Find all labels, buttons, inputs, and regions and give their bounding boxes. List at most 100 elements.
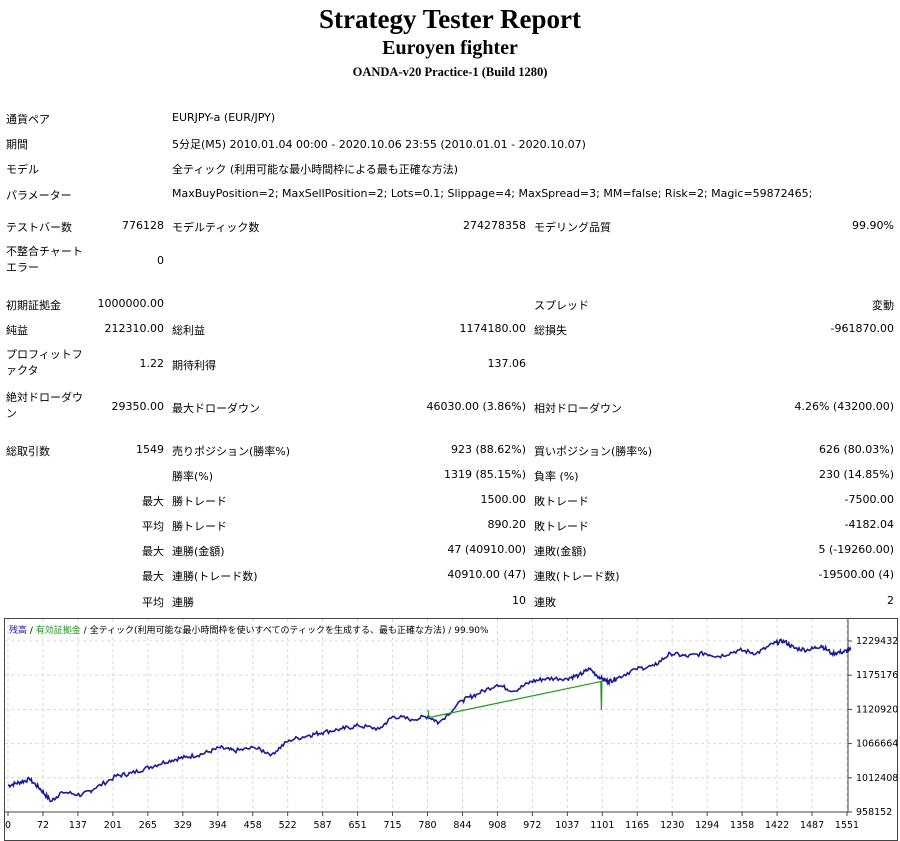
x-tick-labels: 0 72 137 201 265 329 394 458 522 587 651 715 780 844 9… xyxy=(5,820,859,831)
x-tick-label: 1230 xyxy=(660,820,684,831)
stat-value: 1500.00 xyxy=(480,493,527,506)
x-tick-label: 0 xyxy=(5,820,11,831)
stat-label: 連敗(金額) xyxy=(534,545,587,558)
legend-separator: / xyxy=(80,626,90,636)
equity-line xyxy=(427,679,603,719)
stat-label: 勝トレード xyxy=(172,520,227,533)
stat-value: 29350.00 xyxy=(111,400,165,413)
stat-value: 890.20 xyxy=(487,518,527,531)
x-tick-label: 458 xyxy=(244,820,262,831)
stat-label: 連勝 xyxy=(172,596,194,609)
x-tick-label: 715 xyxy=(383,820,401,831)
stat-label: 勝トレード xyxy=(172,495,227,508)
stat-value: 2 xyxy=(887,594,894,607)
chart-legend: 残高 / 有効証拠金 / 全ティック(利用可能な最小時間枠を使いすべてのティック… xyxy=(9,623,489,636)
stat-label: モデリング品質 xyxy=(534,221,611,234)
stat-value: 99.90% xyxy=(852,219,894,232)
stat-value: 0 xyxy=(157,254,164,267)
y-tick-label: 958152 xyxy=(856,807,892,818)
stat-value: -4182.04 xyxy=(844,518,894,531)
x-tick-label: 972 xyxy=(523,820,541,831)
stat-prefix: 最大 xyxy=(142,570,164,583)
stat-value: 137.06 xyxy=(487,357,527,370)
stat-value: 274278358 xyxy=(463,219,526,232)
x-tick-label: 844 xyxy=(453,820,471,831)
y-tick-label: 1175176 xyxy=(856,670,898,681)
stat-label: 相対ドローダウン xyxy=(534,402,622,415)
info-label: 期間 xyxy=(6,138,28,151)
x-tick-label: 587 xyxy=(314,820,332,831)
stat-label: 純益 xyxy=(6,324,28,337)
legend-equity: 有効証拠金 xyxy=(35,626,81,636)
stat-value: -7500.00 xyxy=(844,493,894,506)
stat-value: 230 (14.85%) xyxy=(818,468,894,481)
stat-label: 連勝(金額) xyxy=(172,545,225,558)
stat-label: 絶対ドローダウン xyxy=(6,391,83,420)
x-tick-label: 1165 xyxy=(625,820,649,831)
stat-label: 連敗(トレード数) xyxy=(534,570,620,583)
x-tick-label: 137 xyxy=(69,820,87,831)
info-value: 5分足(M5) 2010.01.04 00:00 - 2020.10.06 23… xyxy=(172,138,586,151)
stat-value: 47 (40910.00) xyxy=(447,543,526,556)
stat-label: 連勝(トレード数) xyxy=(172,570,258,583)
info-value: EURJPY-a (EUR/JPY) xyxy=(172,111,276,124)
x-tick-label: 1101 xyxy=(590,820,614,831)
y-tick-labels: 1229432 1175176 1120920 1066664 1012408 95815… xyxy=(856,636,898,818)
stat-label: スプレッド xyxy=(534,299,589,312)
chart-frame xyxy=(4,618,898,841)
stat-prefix: 平均 xyxy=(142,520,164,533)
stat-label: テストバー数 xyxy=(6,221,72,234)
info-label: モデル xyxy=(6,163,39,176)
stat-label: 負率 (%) xyxy=(534,470,579,483)
stat-label: 初期証拠金 xyxy=(6,299,61,312)
stat-value: 10 xyxy=(512,594,526,607)
stat-value: 626 (80.03%) xyxy=(818,443,894,456)
x-tick-label: 201 xyxy=(104,820,122,831)
stat-value: 40910.00 (47) xyxy=(447,568,526,581)
stat-value: 5 (-19260.00) xyxy=(818,543,894,556)
stat-value: 212310.00 xyxy=(104,322,165,335)
legend-separator: / xyxy=(27,626,36,636)
stat-label: 期待利得 xyxy=(172,359,216,372)
x-tick-label: 265 xyxy=(139,820,157,831)
x-tick-label: 394 xyxy=(209,820,227,831)
x-tick-label: 780 xyxy=(418,820,436,831)
x-tick-label: 1551 xyxy=(835,820,859,831)
x-tick-label: 1037 xyxy=(555,820,579,831)
info-value: MaxBuyPosition=2; MaxSellPosition=2; Lot… xyxy=(172,187,813,200)
server-name: OANDA-v20 Practice-1 (Build 1280) xyxy=(352,65,548,79)
legend-balance: 残高 xyxy=(9,626,28,636)
x-tick-label: 329 xyxy=(174,820,192,831)
info-label: 通貨ペア xyxy=(6,113,50,126)
stat-label: モデルティック数 xyxy=(172,221,260,234)
stat-value: 4.26% (43200.00) xyxy=(794,400,894,413)
stat-label: 売りポジション(勝率%) xyxy=(172,445,291,458)
x-tick-label: 522 xyxy=(279,820,297,831)
stat-value: 1549 xyxy=(136,443,164,456)
stat-value: -961870.00 xyxy=(830,322,894,335)
stat-label: 勝率(%) xyxy=(172,470,214,483)
stat-value: 変動 xyxy=(872,299,894,312)
x-tick-label: 1294 xyxy=(695,820,719,831)
stat-label: 敗トレード xyxy=(534,495,589,508)
stat-label: 総損失 xyxy=(534,324,567,337)
x-tick-label: 1487 xyxy=(800,820,824,831)
info-value: 全ティック (利用可能な最小時間枠による最も正確な方法) xyxy=(172,163,459,176)
stat-value: -19500.00 (4) xyxy=(818,568,894,581)
y-tick-label: 1120920 xyxy=(856,704,898,715)
report-title: Strategy Tester Report xyxy=(319,4,581,34)
stat-prefix: 平均 xyxy=(142,596,164,609)
stat-label: 最大ドローダウン xyxy=(172,402,260,415)
stat-label: 敗トレード xyxy=(534,520,589,533)
ea-name: Euroyen fighter xyxy=(382,37,518,59)
stat-value: 1000000.00 xyxy=(97,297,164,310)
stat-prefix: 最大 xyxy=(142,495,164,508)
stat-value: 46030.00 (3.86%) xyxy=(426,400,526,413)
info-label: パラメーター xyxy=(6,189,72,202)
x-tick-label: 651 xyxy=(349,820,367,831)
chart-series xyxy=(7,638,852,803)
stat-value: 1174180.00 xyxy=(459,322,526,335)
x-tick-label: 72 xyxy=(37,820,49,831)
y-tick-label: 1012408 xyxy=(856,773,898,784)
stat-label: 不整合チャートエラー xyxy=(6,245,83,274)
